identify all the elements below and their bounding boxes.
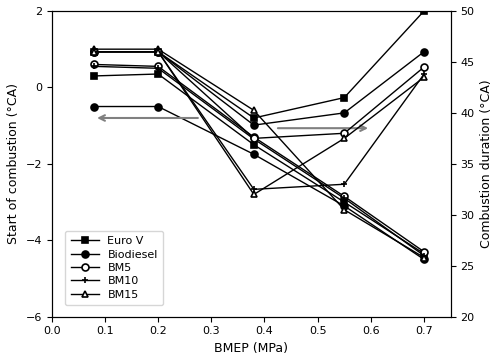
Y-axis label: Combustion duration (°CA): Combustion duration (°CA) [480,80,493,248]
Legend: Euro V, Biodiesel, BM5, BM10, BM15: Euro V, Biodiesel, BM5, BM10, BM15 [66,231,164,305]
X-axis label: BMEP (MPa): BMEP (MPa) [214,342,288,355]
Y-axis label: Start of combustion (°CA): Start of combustion (°CA) [7,83,20,244]
